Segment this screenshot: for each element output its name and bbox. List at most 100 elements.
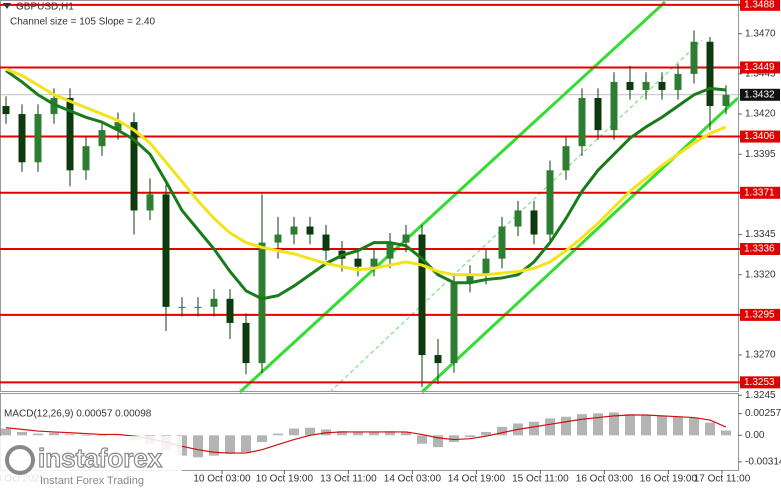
candle-body	[258, 242, 266, 364]
candle-body	[514, 210, 522, 227]
candle-body	[418, 234, 426, 356]
macd-bar	[401, 431, 411, 436]
macd-bar	[609, 412, 619, 436]
candle-body	[66, 98, 74, 171]
macd-bar	[529, 421, 539, 436]
y-tick-label: 1.3270	[745, 350, 776, 361]
candle-body	[242, 322, 250, 364]
level-label-box	[740, 130, 780, 143]
macd-bar	[625, 414, 635, 436]
macd-signal	[5, 414, 727, 454]
macd-bar	[193, 435, 203, 458]
candle-body	[658, 81, 666, 90]
candle-body	[306, 226, 314, 235]
y-tick-label: 0.00	[745, 430, 765, 441]
level-label-box	[740, 186, 780, 199]
level-label-box	[740, 61, 780, 74]
level-label-box	[740, 376, 780, 389]
level-label-box	[740, 243, 780, 256]
y-tick-label: 1.3320	[745, 269, 776, 280]
candle-body	[674, 73, 682, 90]
candle-body	[562, 146, 570, 171]
macd-bar	[209, 435, 219, 456]
candle-body	[114, 122, 122, 131]
x-tick-label: 13 Oct 11:00	[320, 474, 377, 485]
macd-bar	[273, 433, 283, 436]
candle-body	[722, 94, 730, 107]
macd-bar	[481, 431, 491, 436]
level-label-box	[740, 308, 780, 321]
level-label: 1.3253	[744, 377, 775, 388]
candle-body	[466, 274, 474, 283]
macd-bar	[641, 415, 651, 436]
candle-body	[530, 210, 538, 235]
macd-bar	[241, 435, 251, 453]
y-tick-label: 1.3420	[745, 109, 776, 120]
macd-bar	[705, 422, 715, 436]
macd-bar	[81, 435, 91, 437]
macd-bar	[673, 416, 683, 436]
candle-body	[706, 41, 714, 107]
candle-body	[2, 106, 10, 115]
x-tick-label: 16 Oct 19:00	[640, 474, 698, 485]
candle-body	[178, 306, 186, 308]
macd-bar	[97, 435, 107, 436]
macd-bar	[337, 431, 347, 436]
macd-bar	[1, 428, 11, 436]
y-tick-label: 1.3345	[745, 229, 776, 240]
candle-body	[194, 306, 202, 308]
candle-body	[274, 234, 282, 243]
macd-bar	[721, 430, 731, 436]
candle-body	[610, 81, 618, 131]
macd-bar	[433, 435, 443, 448]
candle-body	[210, 298, 218, 307]
x-tick-label: 10 Oct 19:00	[256, 474, 314, 485]
y-tick-label: 1.3245	[745, 390, 776, 401]
candle-body	[546, 170, 554, 235]
level-label-box	[740, 0, 780, 11]
current-price-box	[740, 88, 780, 101]
candle-body	[690, 41, 698, 74]
candle-body	[34, 114, 42, 163]
x-tick-label: 17 Oct 11:00	[694, 474, 751, 485]
candle-body	[354, 258, 362, 267]
candle-body	[482, 258, 490, 275]
candle-body	[386, 242, 394, 259]
watermark: instaforex Instant Forex Trading	[0, 436, 182, 489]
macd-bar	[49, 432, 59, 436]
y-tick-label: 1.3445	[745, 69, 776, 80]
level-label: 1.3406	[744, 131, 775, 142]
macd-bar	[577, 414, 587, 436]
level-label: 1.3488	[744, 0, 775, 10]
candle-body	[18, 114, 26, 163]
candle-body	[578, 98, 586, 147]
macd-bar	[225, 435, 235, 454]
candle-body	[642, 81, 650, 90]
current-price-label: 1.3432	[744, 89, 775, 100]
logo-icon	[5, 445, 35, 475]
y-tick-label: 1.3470	[745, 28, 776, 39]
x-tick-label: 14 Oct 19:00	[448, 474, 506, 485]
macd-bar	[369, 431, 379, 436]
x-tick-label: 16 Oct 03:00	[576, 474, 634, 485]
chart-title: GBPUSD,H1	[16, 2, 74, 13]
candle-body	[98, 130, 106, 147]
candle-body	[82, 146, 90, 171]
macd-bar	[497, 426, 507, 436]
level-label: 1.3449	[744, 62, 775, 73]
x-tick-label: 10 Oct 03:00	[193, 474, 251, 485]
y-tick-label: 0.00257	[745, 408, 781, 419]
macd-bar	[385, 431, 395, 436]
macd-bar	[17, 431, 27, 436]
macd-bar	[65, 434, 75, 436]
candle-body	[626, 81, 634, 90]
channel-lower	[420, 96, 740, 394]
y-tick-label: -0.00314	[745, 457, 781, 468]
macd-bar	[449, 435, 459, 443]
macd-bar	[33, 433, 43, 436]
moving-average	[5, 67, 727, 277]
macd-bar	[465, 435, 475, 437]
macd-bar	[353, 431, 363, 436]
macd-bar	[657, 415, 667, 436]
